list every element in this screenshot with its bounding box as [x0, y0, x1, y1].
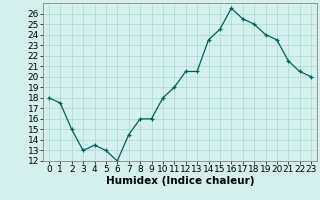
- X-axis label: Humidex (Indice chaleur): Humidex (Indice chaleur): [106, 176, 254, 186]
